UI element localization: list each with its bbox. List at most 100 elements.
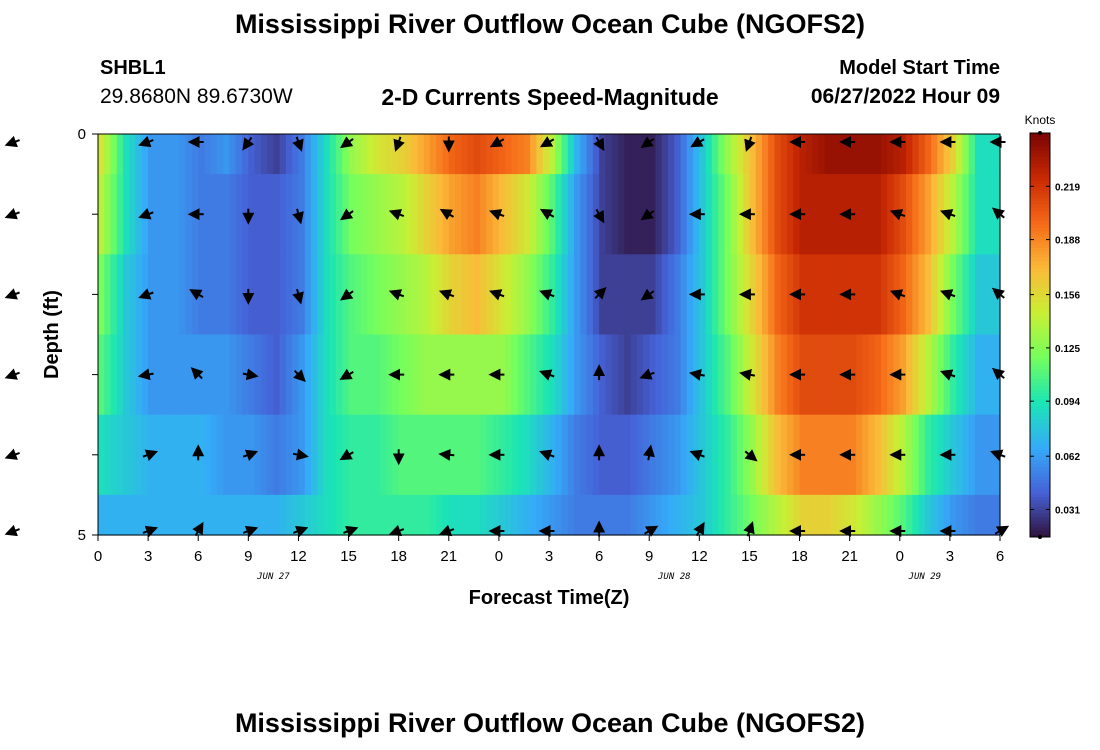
heatmap-cell — [229, 134, 237, 175]
heatmap-cell — [317, 254, 325, 336]
heatmap-cell — [505, 494, 513, 536]
current-vector-arrow — [438, 448, 455, 461]
heatmap-cell — [354, 134, 362, 175]
heatmap-cell — [354, 334, 362, 416]
heatmap-cell — [354, 254, 362, 336]
heatmap-cell — [116, 254, 124, 336]
current-vector-arrow — [138, 288, 154, 300]
heatmap-cell — [442, 134, 450, 175]
heatmap-cell — [736, 174, 744, 255]
heatmap-cell — [417, 494, 425, 536]
chart-title: Mississippi River Outflow Ocean Cube (NG… — [234, 9, 866, 39]
heatmap-cell — [931, 174, 938, 255]
colorbar-swatch — [1030, 506, 1050, 511]
heatmap-cell — [298, 494, 306, 536]
heatmap-cell — [129, 334, 137, 416]
heatmap-cell — [906, 334, 913, 416]
colorbar-swatch — [1030, 213, 1050, 218]
heatmap-cell — [517, 134, 525, 175]
colorbar-swatch — [1030, 405, 1050, 410]
heatmap-cell — [918, 174, 926, 255]
heatmap-cell — [235, 414, 243, 496]
heatmap-cell — [981, 414, 989, 496]
heatmap-cell — [292, 494, 300, 536]
heatmap-cell — [874, 494, 882, 536]
heatmap-cell — [674, 174, 682, 255]
heatmap-cell — [436, 254, 444, 336]
heatmap-cell — [655, 334, 663, 416]
current-vector-arrow — [138, 208, 154, 220]
current-vector-arrow — [292, 525, 309, 538]
colorbar-swatch — [1030, 526, 1050, 531]
date-label: JUN 28 — [657, 572, 691, 582]
heatmap-cell — [217, 414, 224, 496]
heatmap-cell — [887, 174, 895, 255]
heatmap-cell — [874, 414, 882, 496]
heatmap-cell — [166, 414, 174, 496]
current-vector-arrow — [388, 289, 405, 301]
heatmap-cell — [148, 174, 155, 255]
heatmap-cell — [123, 174, 130, 255]
heatmap-cell — [630, 414, 638, 496]
heatmap-cell — [824, 334, 832, 416]
heatmap-cell — [868, 494, 876, 536]
heatmap-cell — [379, 134, 387, 175]
current-vector-arrow — [4, 208, 20, 220]
heatmap-cell — [116, 494, 124, 536]
heatmap-cell — [123, 334, 130, 416]
heatmap-cell — [254, 134, 262, 175]
x-tick-label: 18 — [791, 548, 808, 565]
colorbar-swatch — [1030, 254, 1050, 259]
colorbar-swatch — [1030, 516, 1050, 521]
heatmap-cell — [429, 494, 437, 536]
heatmap-cell — [561, 494, 569, 536]
heatmap-cell — [736, 494, 744, 536]
heatmap-cell — [411, 134, 419, 175]
heatmap-cell — [536, 494, 544, 536]
heatmap-cell — [730, 414, 738, 496]
heatmap-cell — [711, 254, 719, 336]
heatmap-cell — [361, 254, 368, 336]
heatmap-cell — [617, 414, 625, 496]
colorbar-swatch — [1030, 365, 1050, 370]
colorbar-swatch — [1030, 159, 1050, 164]
heatmap-cell — [592, 134, 600, 175]
current-vector-arrow — [539, 208, 555, 221]
heatmap-cell — [567, 414, 575, 496]
heatmap-cell — [511, 134, 519, 175]
current-vector-arrow — [4, 288, 20, 300]
heatmap-cell — [436, 174, 444, 255]
heatmap-cell — [599, 134, 606, 175]
heatmap-cell — [329, 254, 337, 336]
current-vector-arrow — [242, 368, 259, 381]
heatmap-cell — [661, 254, 669, 336]
colorbar-swatch — [1030, 419, 1050, 424]
heatmap-cell — [530, 134, 538, 175]
heatmap-cell — [812, 334, 819, 416]
heatmap-cell — [235, 254, 243, 336]
heatmap-cell — [768, 334, 776, 416]
heatmap-cell — [536, 254, 544, 336]
heatmap-cell — [461, 414, 469, 496]
heatmap-cell — [404, 494, 412, 536]
heatmap-cell — [931, 254, 938, 336]
colorbar-swatch — [1030, 311, 1050, 316]
heatmap-cell — [373, 134, 381, 175]
heatmap-cell — [116, 334, 124, 416]
heatmap-cell — [868, 174, 876, 255]
heatmap-cell — [467, 174, 475, 255]
heatmap-cell — [937, 134, 945, 175]
heatmap-cell — [423, 334, 431, 416]
heatmap-cell — [880, 134, 888, 175]
heatmap-cell — [429, 334, 437, 416]
current-vector-arrow — [343, 525, 359, 538]
heatmap-cell — [699, 494, 707, 536]
speed-heatmap — [98, 134, 1001, 536]
colorbar-swatch — [1030, 402, 1050, 407]
heatmap-cell — [448, 494, 456, 536]
heatmap-cell — [367, 334, 375, 416]
x-axis-title: Forecast Time(Z) — [469, 587, 630, 609]
heatmap-cell — [254, 174, 262, 255]
heatmap-cell — [755, 174, 763, 255]
heatmap-cell — [361, 494, 368, 536]
